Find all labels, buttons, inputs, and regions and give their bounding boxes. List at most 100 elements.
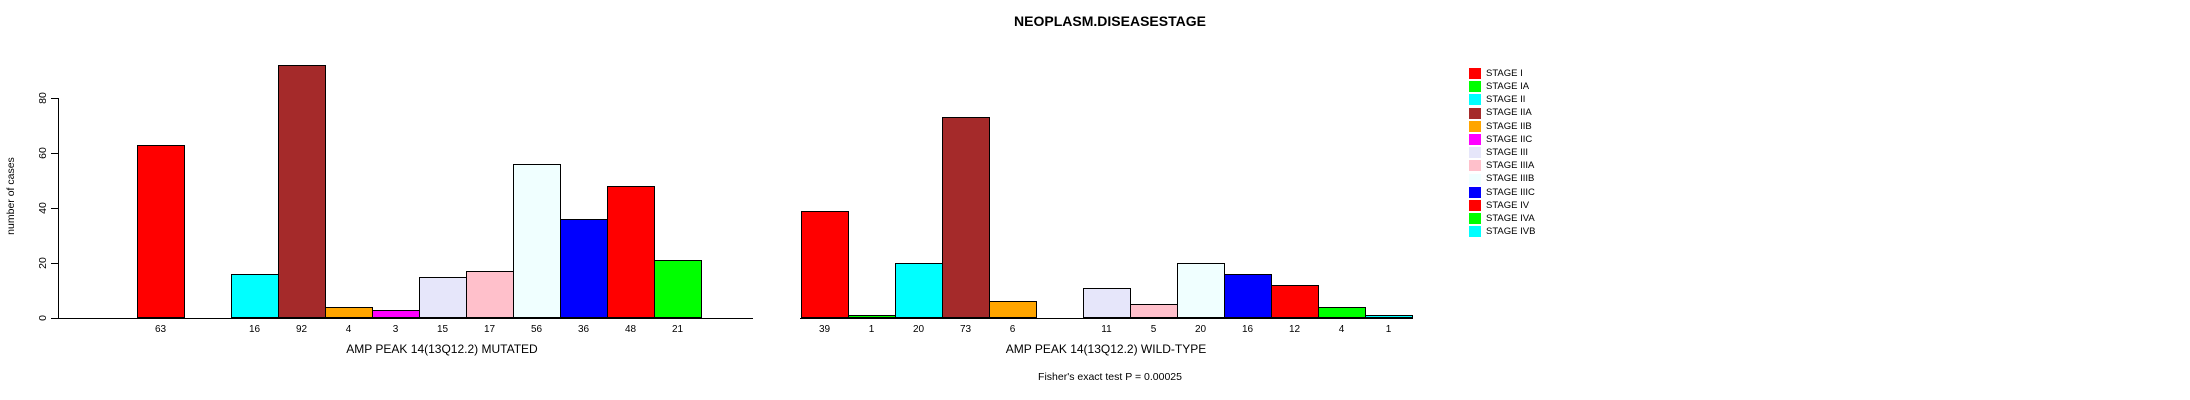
legend-swatch-stage-ia (1469, 81, 1481, 93)
bar-value-stage-iv-wildtype: 12 (1288, 324, 1301, 335)
legend-label-stage-ii: STAGE II (1486, 94, 1526, 106)
bar-value-stage-iic-mutated: 3 (392, 324, 399, 335)
bar-value-stage-iiia-wildtype: 5 (1150, 324, 1157, 335)
bar-stage-ii-mutated (231, 274, 279, 318)
y-axis-label: number of cases (5, 157, 17, 235)
legend-label-stage-iii: STAGE III (1486, 146, 1529, 158)
bar-stage-iiic-wildtype (1224, 274, 1272, 318)
legend-label-stage-iiia: STAGE IIIA (1486, 160, 1535, 172)
bar-value-stage-iii-mutated: 15 (436, 324, 449, 335)
x-axis-label-mutated: AMP PEAK 14(13Q12.2) MUTATED (346, 342, 538, 356)
legend-label-stage-iia: STAGE IIA (1486, 107, 1532, 119)
bar-stage-iiia-wildtype (1130, 304, 1178, 318)
bar-value-stage-i-mutated: 63 (154, 324, 167, 335)
y-tick-label-80: 80 (37, 92, 49, 104)
bar-value-stage-iiic-wildtype: 16 (1241, 324, 1254, 335)
bar-value-stage-iiia-mutated: 17 (483, 324, 496, 335)
y-tick-mark-60 (51, 152, 58, 154)
legend-swatch-stage-iii (1469, 147, 1481, 159)
bar-stage-iiib-mutated (513, 164, 561, 318)
legend-swatch-stage-iiic (1469, 186, 1481, 198)
bar-stage-iii-mutated (419, 277, 467, 318)
bar-value-stage-iii-wildtype: 11 (1101, 324, 1112, 335)
legend-swatch-stage-iv (1469, 199, 1481, 211)
y-tick-mark-0 (51, 317, 58, 319)
y-tick-mark-80 (51, 97, 58, 99)
bar-stage-iiib-wildtype (1177, 263, 1225, 318)
y-tick-mark-20 (51, 262, 58, 264)
legend-swatch-stage-ivb (1469, 226, 1481, 238)
legend-label-stage-iva: STAGE IVA (1486, 212, 1535, 224)
bar-stage-iia-wildtype (942, 117, 990, 318)
y-tick-label-20: 20 (37, 257, 49, 269)
legend-label-stage-iic: STAGE IIC (1486, 133, 1533, 145)
legend-label-stage-iib: STAGE IIB (1486, 120, 1532, 132)
bar-value-stage-ia-wildtype: 1 (868, 324, 875, 335)
legend-label-stage-ivb: STAGE IVB (1486, 226, 1536, 238)
legend-swatch-stage-iiib (1469, 173, 1481, 185)
bar-value-stage-iva-wildtype: 4 (1338, 324, 1345, 335)
legend-item-stage-iiib: STAGE IIIB (1469, 173, 1535, 186)
bar-value-stage-iva-mutated: 21 (671, 324, 684, 335)
bar-stage-ia-wildtype (848, 315, 896, 318)
legend-label-stage-iiic: STAGE IIIC (1486, 186, 1535, 198)
legend-swatch-stage-iva (1469, 213, 1481, 225)
bar-stage-iiic-mutated (560, 219, 608, 318)
legend-item-stage-iii: STAGE III (1469, 146, 1535, 159)
bar-value-stage-iiib-mutated: 56 (530, 324, 543, 335)
bar-stage-iib-wildtype (989, 301, 1037, 318)
y-tick-mark-40 (51, 207, 58, 209)
legend-swatch-stage-i (1469, 68, 1481, 80)
bar-stage-iii-wildtype (1083, 288, 1131, 318)
bar-stage-i-mutated (137, 145, 185, 318)
legend-item-stage-iiia: STAGE IIIA (1469, 159, 1535, 172)
legend-item-stage-ivb: STAGE IVB (1469, 225, 1535, 238)
legend-item-stage-iia: STAGE IIA (1469, 107, 1535, 120)
legend-swatch-stage-iic (1469, 134, 1481, 146)
legend-item-stage-i: STAGE I (1469, 67, 1535, 80)
bar-stage-ii-wildtype (895, 263, 943, 318)
bar-value-stage-ivb-wildtype: 1 (1385, 324, 1392, 335)
legend-swatch-stage-iib (1469, 120, 1481, 132)
legend-label-stage-iiib: STAGE IIIB (1486, 173, 1535, 185)
bar-value-stage-ii-mutated: 16 (248, 324, 261, 335)
legend-item-stage-ii: STAGE II (1469, 93, 1535, 106)
legend: STAGE I STAGE IA STAGE II STAGE IIA STAGE II… (1469, 67, 1535, 238)
bar-value-stage-i-wildtype: 39 (818, 324, 831, 335)
legend-item-stage-iva: STAGE IVA (1469, 212, 1535, 225)
y-tick-label-0: 0 (37, 315, 49, 321)
legend-label-stage-i: STAGE I (1486, 67, 1523, 79)
legend-swatch-stage-ii (1469, 94, 1481, 106)
x-axis-line-mutated (58, 318, 753, 319)
legend-swatch-stage-iiia (1469, 160, 1481, 172)
y-tick-label-40: 40 (37, 202, 49, 214)
bar-stage-iva-wildtype (1318, 307, 1366, 318)
bar-value-stage-iia-wildtype: 73 (959, 324, 972, 335)
bar-stage-i-wildtype (801, 211, 849, 318)
bar-value-stage-iib-wildtype: 6 (1009, 324, 1016, 335)
bar-stage-iva-mutated (654, 260, 702, 318)
bar-value-stage-ii-wildtype: 20 (912, 324, 925, 335)
y-tick-label-60: 60 (37, 147, 49, 159)
legend-item-stage-iiic: STAGE IIIC (1469, 186, 1535, 199)
bar-stage-iia-mutated (278, 65, 326, 318)
bar-value-stage-iiic-mutated: 36 (577, 324, 590, 335)
bar-value-stage-iiib-wildtype: 20 (1194, 324, 1207, 335)
chart-title: NEOPLASM.DISEASESTAGE (1014, 13, 1206, 29)
legend-label-stage-iv: STAGE IV (1486, 199, 1530, 211)
legend-item-stage-iic: STAGE IIC (1469, 133, 1535, 146)
legend-label-stage-ia: STAGE IA (1486, 81, 1530, 93)
bar-stage-iv-mutated (607, 186, 655, 318)
bar-value-stage-iia-mutated: 92 (295, 324, 308, 335)
legend-swatch-stage-iia (1469, 107, 1481, 119)
bar-value-stage-iv-mutated: 48 (624, 324, 637, 335)
bar-value-stage-iib-mutated: 4 (345, 324, 352, 335)
bar-stage-iic-mutated (372, 310, 420, 318)
legend-item-stage-iv: STAGE IV (1469, 199, 1535, 212)
x-axis-line-wildtype (800, 318, 1413, 319)
fisher-test-annotation: Fisher's exact test P = 0.00025 (1038, 371, 1182, 383)
bar-stage-iv-wildtype (1271, 285, 1319, 318)
legend-item-stage-ia: STAGE IA (1469, 80, 1535, 93)
y-axis-line (58, 98, 59, 319)
